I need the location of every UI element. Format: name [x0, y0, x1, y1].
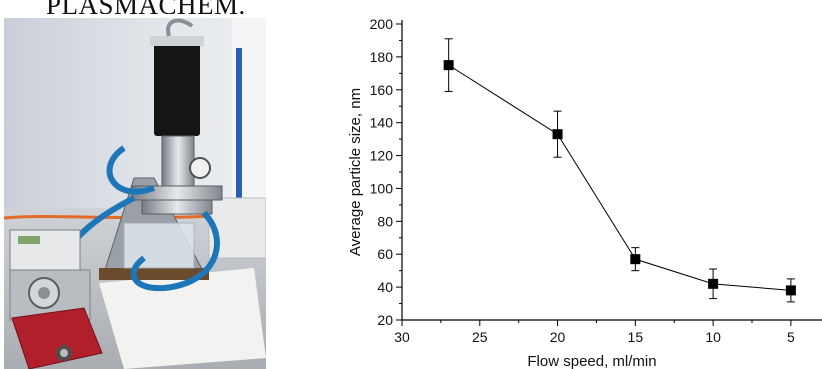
y-tick-label: 80 [377, 213, 393, 229]
lab-apparatus-photo [4, 18, 266, 369]
y-tick-label: 20 [377, 312, 393, 328]
y-tick-label: 120 [370, 148, 394, 164]
x-tick-label: 25 [472, 329, 488, 345]
particle-size-chart: 20 40 60 80 100 120 140 160 180 200 30 25 20 15 10 5 Fl… [347, 16, 822, 369]
y-axis-label: Average particle size, nm [347, 88, 364, 256]
data-point [630, 254, 641, 265]
data-point [785, 285, 796, 296]
x-axis-label: Flow speed, ml/min [527, 353, 656, 369]
y-tick-label: 160 [370, 82, 394, 98]
data-point [552, 129, 563, 140]
paper-sheet [99, 268, 266, 369]
x-tick-label: 5 [787, 329, 795, 345]
motor-housing [154, 40, 200, 136]
y-tick-label: 180 [370, 49, 394, 65]
y-tick-label: 200 [370, 16, 394, 32]
series-line [448, 64, 791, 291]
x-tick-label: 30 [394, 329, 410, 345]
x-tick-label: 15 [628, 329, 644, 345]
x-tick-label: 20 [550, 329, 566, 345]
y-tick-label: 60 [377, 246, 393, 262]
pump-base [11, 307, 103, 369]
y-tick-label: 100 [370, 180, 394, 196]
y-tick-label: 140 [370, 115, 394, 131]
figure-heading-fragment: PLASMACHEM. [46, 0, 266, 14]
data-point [443, 60, 454, 71]
y-tick-label: 40 [377, 279, 393, 295]
x-tick-label: 10 [705, 329, 721, 345]
data-point [708, 278, 719, 289]
